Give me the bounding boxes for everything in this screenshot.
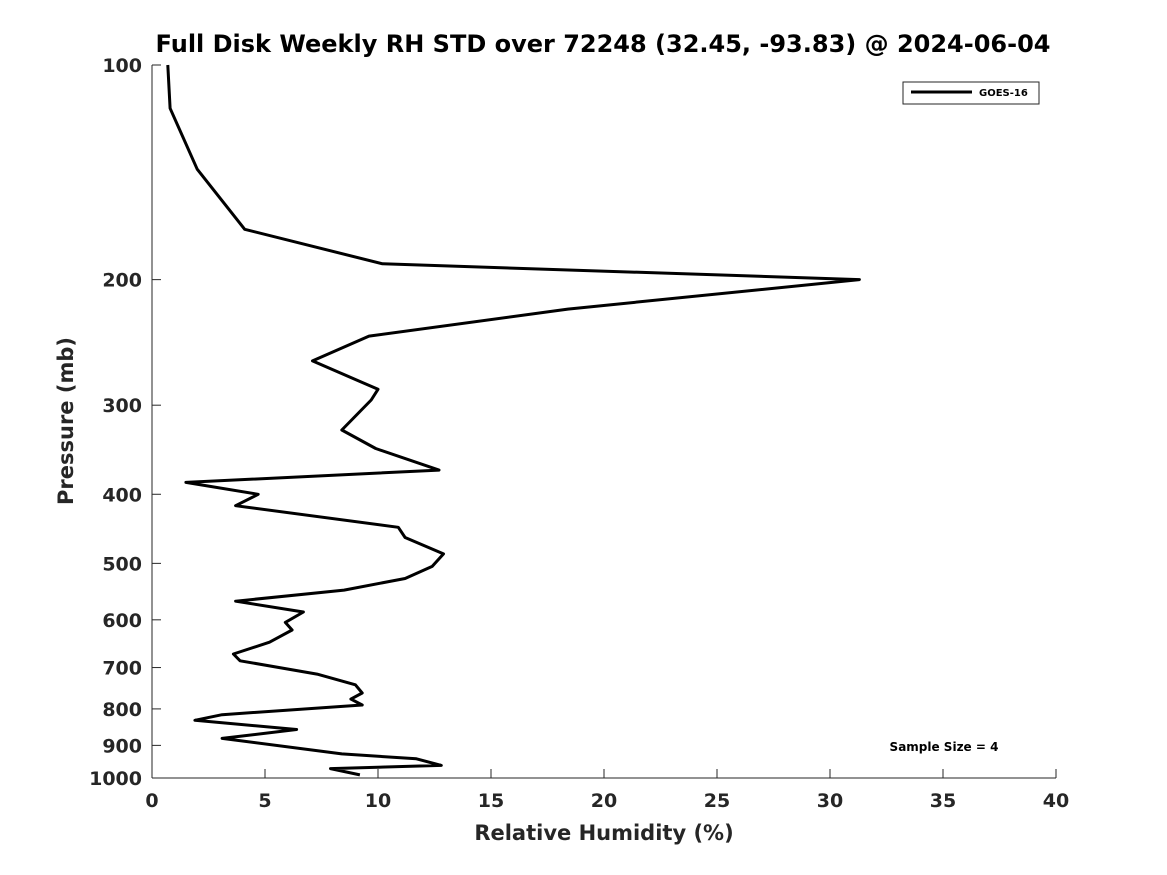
y-axis-ticks: 100 200 300 400 500 600 700 800 900 1000	[89, 55, 161, 790]
y-tick-label: 900	[102, 735, 142, 757]
x-tick-label: 15	[478, 790, 504, 812]
y-tick-label: 300	[102, 395, 142, 417]
x-tick-label: 35	[930, 790, 956, 812]
y-tick-label: 100	[102, 55, 142, 77]
x-axis-label: Relative Humidity (%)	[474, 821, 733, 845]
y-tick-label: 800	[102, 699, 142, 721]
y-tick-label: 500	[102, 553, 142, 575]
x-tick-label: 0	[145, 790, 158, 812]
x-tick-label: 10	[365, 790, 391, 812]
x-tick-label: 25	[704, 790, 730, 812]
x-tick-label: 5	[258, 790, 271, 812]
x-tick-label: 20	[591, 790, 617, 812]
legend-entry-goes-16: GOES-16	[979, 88, 1028, 99]
series-line-goes-16	[166, 64, 861, 777]
y-tick-label: 1000	[89, 768, 142, 790]
y-axis-label: Pressure (mb)	[54, 337, 78, 505]
y-tick-label: 200	[102, 270, 142, 292]
x-tick-label: 40	[1043, 790, 1069, 812]
y-tick-label: 400	[102, 484, 142, 506]
chart-title: Full Disk Weekly RH STD over 72248 (32.4…	[156, 30, 1051, 58]
y-tick-label: 700	[102, 658, 142, 680]
x-axis-ticks: 0 5 10 15 20 25 30 35 40	[145, 769, 1069, 812]
sample-size-annotation: Sample Size = 4	[890, 740, 999, 754]
legend: GOES-16	[902, 81, 1040, 105]
y-tick-label: 600	[102, 610, 142, 632]
x-tick-label: 30	[817, 790, 843, 812]
